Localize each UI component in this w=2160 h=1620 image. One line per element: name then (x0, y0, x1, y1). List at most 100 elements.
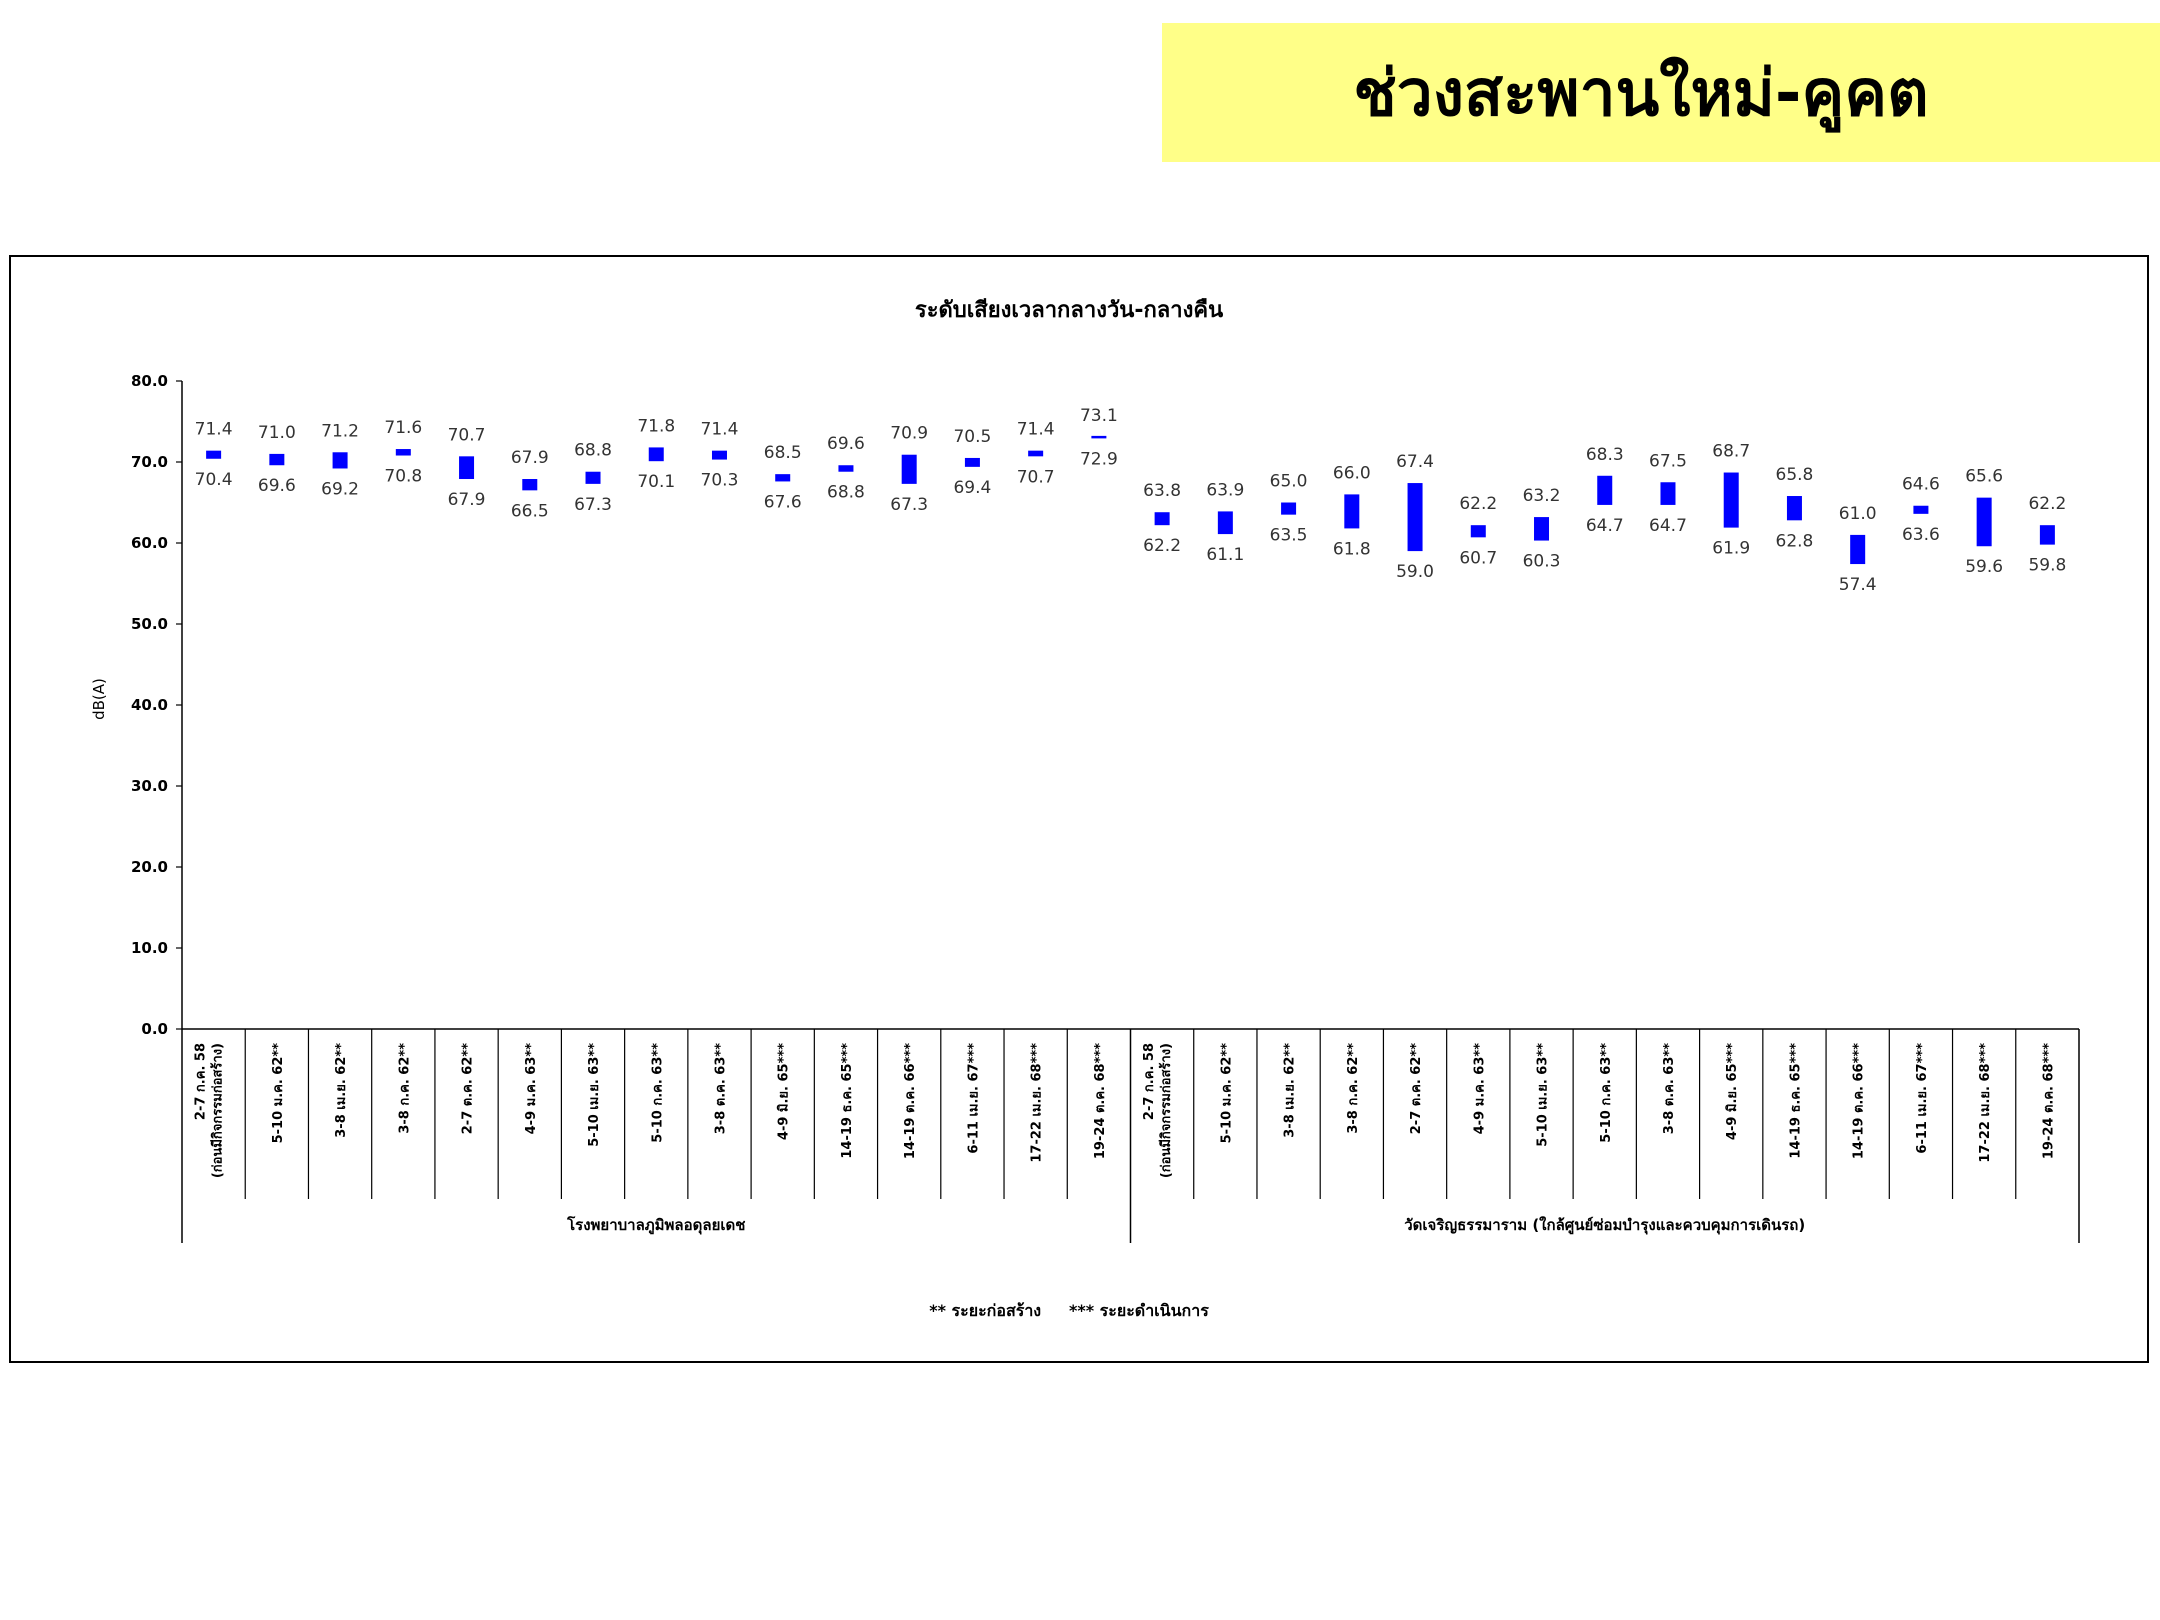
low-value-label: 66.5 (511, 501, 549, 521)
group-label: โรงพยาบาลภูมิพลอดุลยเดช (566, 1215, 745, 1235)
low-value-label: 57.4 (1839, 575, 1877, 595)
low-value-label: 69.6 (258, 476, 296, 496)
slide-title: ช่วงสะพานใหม่-คูคต (1353, 56, 1929, 131)
category-label: 14-19 ธ.ค. 65*** (840, 1043, 855, 1159)
category-label: 3-8 ต.ค. 63** (1662, 1043, 1677, 1134)
low-value-label: 64.7 (1649, 516, 1687, 536)
high-value-label: 71.4 (1017, 420, 1055, 440)
category-label: 5-10 ม.ค. 62** (1219, 1043, 1234, 1144)
range-bar (1217, 511, 1233, 535)
category-label: 4-9 ม.ค. 63** (1472, 1043, 1487, 1135)
y-tick-label: 80.0 (131, 372, 168, 390)
y-axis-label: dB(A) (90, 678, 108, 720)
high-value-label: 63.2 (1523, 486, 1561, 506)
y-tick-label: 10.0 (131, 939, 168, 957)
high-value-label: 69.6 (827, 434, 865, 454)
low-value-label: 59.8 (2028, 556, 2066, 576)
range-bar (206, 450, 222, 459)
high-value-label: 67.5 (1649, 451, 1687, 471)
category-label: 17-22 เม.ย. 68*** (1030, 1043, 1045, 1163)
category-label: 2-7 ก.ค. 58 (1142, 1043, 1157, 1120)
category-label: 19-24 ต.ค. 68*** (2041, 1043, 2056, 1159)
high-value-label: 70.7 (448, 425, 486, 445)
low-value-label: 60.3 (1523, 552, 1561, 572)
high-value-label: 61.0 (1839, 504, 1877, 524)
range-bar (775, 474, 791, 482)
low-value-label: 62.8 (1776, 531, 1814, 551)
low-value-label: 70.8 (384, 467, 422, 487)
category-label: 5-10 ก.ค. 63** (1599, 1043, 1614, 1143)
group-label: วัดเจริญธรรมาราม (ใกล้ศูนย์ซ่อมบำรุงและค… (1404, 1216, 1805, 1235)
range-bar (1723, 472, 1739, 528)
range-bar (1470, 525, 1486, 538)
chart-frame: ระดับเสียงเวลากลางวัน-กลางคืน dB(A) ** ร… (9, 255, 2149, 1363)
range-bar (901, 454, 917, 484)
category-label: 5-10 เม.ย. 63** (1536, 1043, 1551, 1147)
category-label-note: (ก่อนมีกิจกรรมก่อสร้าง) (210, 1043, 226, 1178)
high-value-label: 65.8 (1776, 465, 1814, 485)
category-label: 17-22 เม.ย. 68*** (1978, 1043, 1993, 1163)
low-value-label: 63.5 (1270, 526, 1308, 546)
y-axis-ticks: 0.0 10.0 20.0 30.0 40.0 50.0 60.0 70.0 80.0 (131, 372, 182, 1038)
y-tick-label: 70.0 (131, 453, 168, 471)
range-bar (1976, 497, 1992, 547)
low-value-label: 63.6 (1902, 525, 1940, 545)
high-value-label: 73.1 (1080, 406, 1118, 426)
category-label: 3-8 เม.ย. 62** (334, 1043, 349, 1138)
low-value-label: 67.3 (890, 495, 928, 515)
high-value-label: 67.4 (1396, 452, 1434, 472)
category-label: 3-8 ต.ค. 63** (713, 1043, 728, 1134)
low-value-label: 67.3 (574, 495, 612, 515)
noise-range-chart: ระดับเสียงเวลากลางวัน-กลางคืน dB(A) ** ร… (90, 298, 2080, 1320)
range-bars (206, 435, 2055, 565)
range-bar (1091, 435, 1107, 439)
low-value-label: 70.3 (701, 471, 739, 491)
category-label-note: (ก่อนมีกิจกรรมก่อสร้าง) (1158, 1043, 1174, 1178)
low-value-label: 70.1 (637, 472, 675, 492)
category-label: 5-10 ม.ค. 62** (271, 1043, 286, 1144)
high-value-label: 70.9 (890, 424, 928, 444)
range-bar (1154, 512, 1170, 526)
range-bar (2039, 525, 2055, 545)
low-value-label: 70.4 (195, 470, 233, 490)
range-bar (269, 453, 285, 466)
chart-footnote: ** ระยะก่อสร้าง *** ระยะดำเนินการ (929, 1301, 1209, 1320)
low-value-label: 59.0 (1396, 562, 1434, 582)
low-value-label: 68.8 (827, 483, 865, 503)
y-tick-label: 30.0 (131, 777, 168, 795)
range-bar (1407, 483, 1423, 552)
axes (181, 381, 2080, 1243)
high-value-label: 70.5 (953, 427, 991, 447)
category-label: 3-8 เม.ย. 62** (1283, 1043, 1298, 1138)
low-value-label: 70.7 (1017, 467, 1055, 487)
category-label: 5-10 เม.ย. 63** (587, 1043, 602, 1147)
range-bar (711, 450, 727, 460)
high-value-label: 71.4 (195, 420, 233, 440)
y-tick-label: 60.0 (131, 534, 168, 552)
range-bar (838, 465, 854, 472)
range-bar (1913, 505, 1929, 514)
category-label: 14-19 ธ.ค. 65*** (1788, 1043, 1803, 1159)
low-value-label: 69.2 (321, 479, 359, 499)
high-value-label: 71.4 (701, 420, 739, 440)
high-value-label: 62.2 (1459, 494, 1497, 514)
high-value-label: 63.8 (1143, 481, 1181, 501)
category-label: 5-10 ก.ค. 63** (650, 1043, 665, 1143)
high-value-label: 68.8 (574, 441, 612, 461)
low-value-label: 59.6 (1965, 557, 2003, 577)
range-bar (459, 456, 475, 480)
low-value-label: 61.8 (1333, 539, 1371, 559)
y-tick-label: 40.0 (131, 696, 168, 714)
range-bar (1028, 450, 1044, 457)
high-value-label: 64.6 (1902, 475, 1940, 495)
category-label: 14-19 ต.ค. 66*** (1852, 1043, 1867, 1159)
high-value-label: 66.0 (1333, 463, 1371, 483)
range-bar (332, 452, 348, 469)
high-value-label: 62.2 (2028, 494, 2066, 514)
range-bar (1660, 482, 1676, 505)
category-label: 4-9 ม.ค. 63** (524, 1043, 539, 1135)
high-value-label: 71.6 (384, 418, 422, 438)
data-labels: 71.4 70.4 71.0 69.6 71.2 69.2 71.6 70.8 70.7 67.9… (195, 406, 2067, 595)
category-label: 4-9 มิ.ย. 65*** (1725, 1043, 1740, 1140)
category-label: 14-19 ต.ค. 66*** (903, 1043, 918, 1159)
